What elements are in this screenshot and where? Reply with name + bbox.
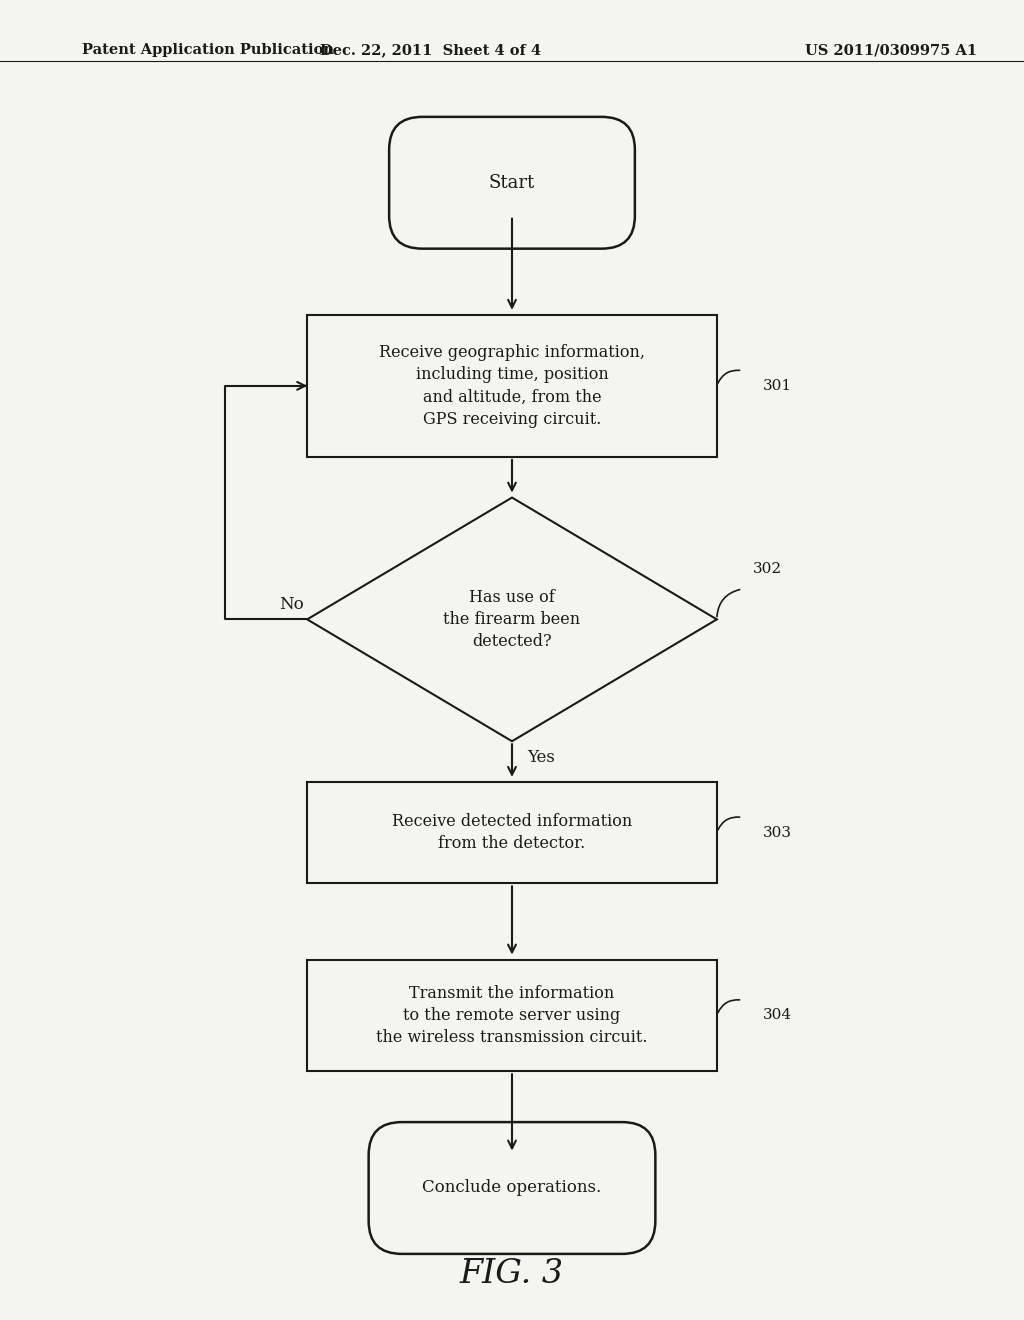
Text: Yes: Yes <box>527 750 555 767</box>
Text: Start: Start <box>488 174 536 191</box>
Text: Dec. 22, 2011  Sheet 4 of 4: Dec. 22, 2011 Sheet 4 of 4 <box>319 44 541 57</box>
Text: Receive geographic information,
including time, position
and altitude, from the
: Receive geographic information, includin… <box>379 345 645 428</box>
Polygon shape <box>307 498 717 742</box>
Text: Transmit the information
to the remote server using
the wireless transmission ci: Transmit the information to the remote s… <box>376 985 648 1045</box>
Text: Has use of
the firearm been
detected?: Has use of the firearm been detected? <box>443 589 581 649</box>
FancyBboxPatch shape <box>369 1122 655 1254</box>
Text: US 2011/0309975 A1: US 2011/0309975 A1 <box>805 44 977 57</box>
FancyBboxPatch shape <box>389 117 635 248</box>
Text: 302: 302 <box>753 561 781 576</box>
Bar <box>307 960 717 1072</box>
Text: Receive detected information
from the detector.: Receive detected information from the de… <box>392 813 632 853</box>
Bar <box>307 781 717 883</box>
Bar <box>307 314 717 457</box>
Text: 301: 301 <box>763 379 792 393</box>
Text: Patent Application Publication: Patent Application Publication <box>82 44 334 57</box>
Text: Conclude operations.: Conclude operations. <box>422 1180 602 1196</box>
Text: No: No <box>280 595 304 612</box>
Text: 304: 304 <box>763 1008 792 1023</box>
Text: 303: 303 <box>763 825 792 840</box>
Text: FIG. 3: FIG. 3 <box>460 1258 564 1291</box>
